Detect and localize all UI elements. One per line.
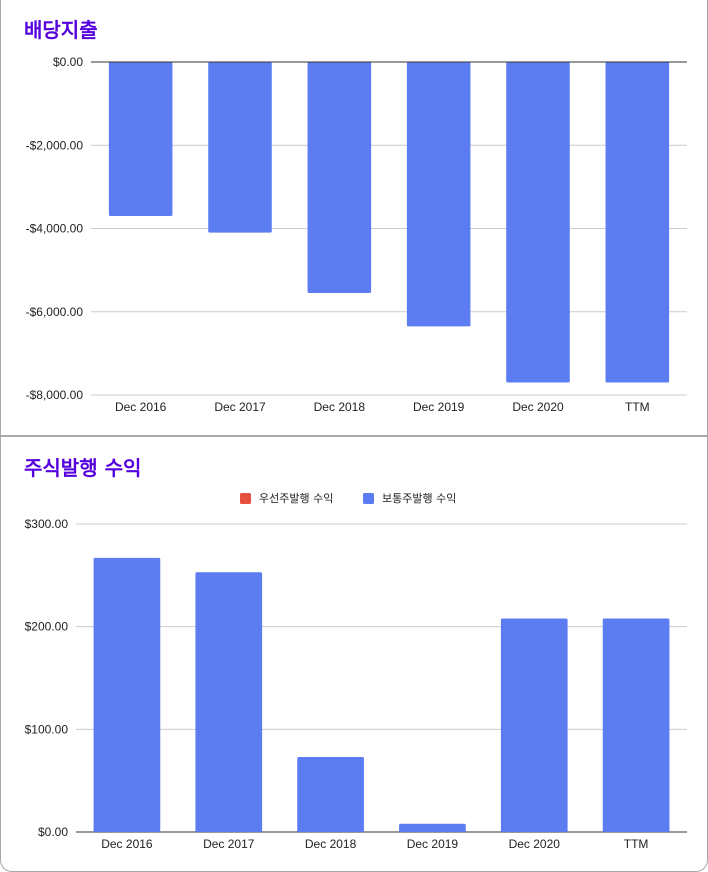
legend-swatch-preferred xyxy=(240,493,251,504)
stock-xtick-label: TTM xyxy=(624,837,649,851)
dividend-xtick-label: Dec 2016 xyxy=(115,400,167,414)
dividend-ytick-label: -$2,000.00 xyxy=(26,138,84,152)
dividend-xtick-label: Dec 2019 xyxy=(413,400,465,414)
stock-xtick-label: Dec 2016 xyxy=(101,837,153,851)
dividend-bar xyxy=(208,62,272,233)
dividend-chart-title: 배당지출 xyxy=(24,18,98,42)
dividend-chart-svg: $0.00 -$2,000.00 -$4,000.00 -$6,000.00 -$8,0… xyxy=(26,55,687,414)
stock-xtick-label: Dec 2018 xyxy=(305,837,357,851)
dividend-xtick-label: Dec 2018 xyxy=(314,400,366,414)
stock-bar xyxy=(195,572,263,832)
stock-bar xyxy=(93,557,161,832)
dividend-xtick-label: Dec 2020 xyxy=(512,400,564,414)
dividend-chart-panel: 배당지출 $0.00 -$2,000.00 -$4,000.00 -$6,000.00… xyxy=(0,0,708,436)
stock-bar xyxy=(399,823,466,832)
stock-bar xyxy=(500,618,568,832)
stock-ytick-label: $0.00 xyxy=(38,825,68,839)
stock-xtick-label: Dec 2019 xyxy=(407,837,459,851)
dividend-bar xyxy=(406,62,471,327)
dividend-ytick-label: -$4,000.00 xyxy=(26,222,84,236)
stock-bar xyxy=(297,757,364,832)
dividend-bar xyxy=(605,62,670,383)
stock-bar xyxy=(602,618,670,832)
stock-xtick-label: Dec 2017 xyxy=(203,837,255,851)
stock-xtick-label: Dec 2020 xyxy=(509,837,561,851)
dividend-bar xyxy=(307,62,372,294)
dividend-ytick-label: -$8,000.00 xyxy=(26,388,84,402)
dividend-xtick-label: TTM xyxy=(625,400,650,414)
stock-ytick-label: $300.00 xyxy=(25,517,69,531)
stock-issuance-chart-title: 주식발행 수익 xyxy=(24,456,142,480)
stock-issuance-chart-svg: $0.00 $100.00 $200.00 $300.00 Dec 2016 Dec 20… xyxy=(25,492,687,851)
dividend-xtick-label: Dec 2017 xyxy=(214,400,266,414)
legend-label-common: 보통주발행 수익 xyxy=(382,492,456,505)
stock-ytick-label: $200.00 xyxy=(25,620,69,634)
legend-label-preferred: 우선주발행 수익 xyxy=(259,492,333,505)
dividend-bar xyxy=(108,62,173,217)
dividend-ytick-label: $0.00 xyxy=(53,55,83,69)
legend-swatch-common xyxy=(363,493,374,504)
dividend-bar xyxy=(506,62,570,383)
dividend-ytick-label: -$6,000.00 xyxy=(26,305,84,319)
stock-ytick-label: $100.00 xyxy=(25,722,69,736)
stock-issuance-chart-panel: 주식발행 수익 $0.00 $100.00 $200.00 $300.00 Dec 20… xyxy=(0,436,708,872)
